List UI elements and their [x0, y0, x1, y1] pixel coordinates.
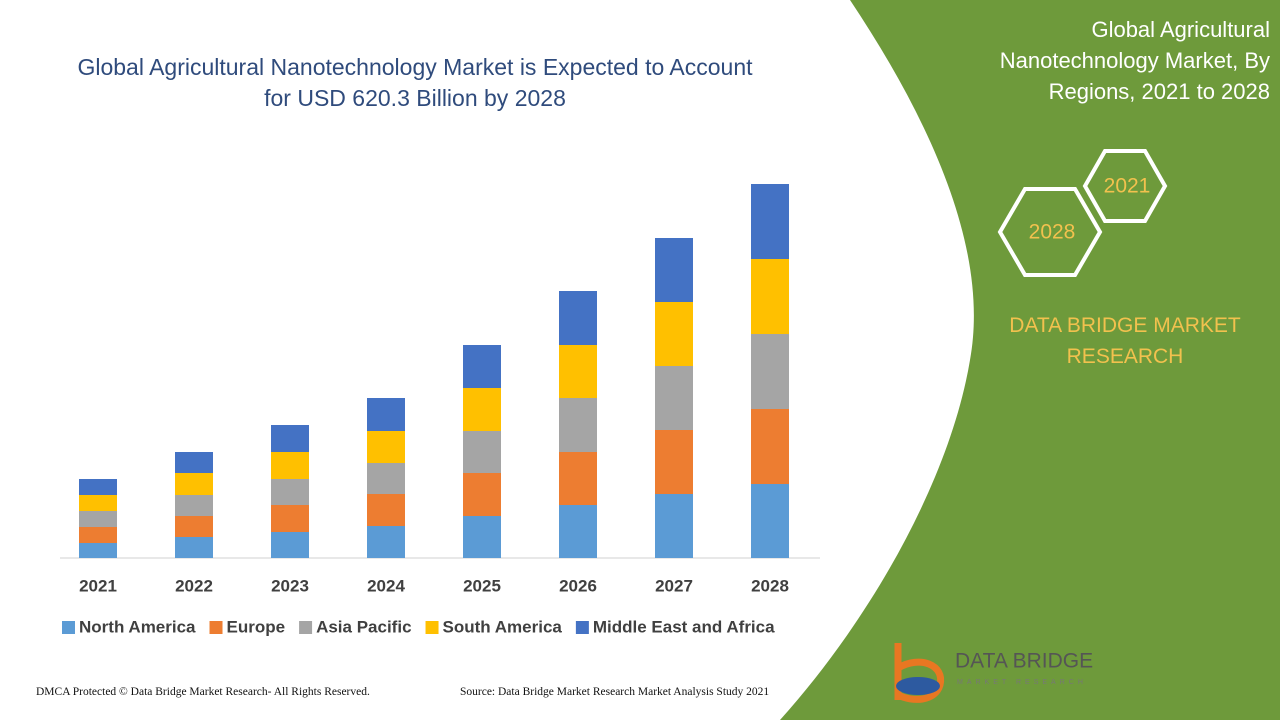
side-panel-bg	[780, 0, 1280, 720]
x-tick-label: 2023	[271, 576, 309, 595]
bar-segment	[751, 259, 789, 334]
x-tick-label: 2024	[367, 576, 405, 595]
bar-segment	[655, 430, 693, 494]
x-tick-label: 2027	[655, 576, 693, 595]
hexagon	[1082, 149, 1168, 223]
chart-title: Global Agricultural Nanotechnology Marke…	[77, 54, 753, 111]
bar-segment	[655, 366, 693, 430]
legend-swatch	[299, 621, 313, 634]
bar-segment	[79, 527, 117, 543]
logo-name: DATA BRIDGE	[955, 650, 1093, 673]
x-tick-label: 2022	[175, 576, 213, 595]
bar-segment	[175, 537, 213, 558]
bar-segment	[559, 505, 597, 558]
brand: DATA BRIDGE MARKET RESEARCH	[1009, 314, 1241, 368]
bar-segment	[751, 184, 789, 259]
x-tick-label: 2026	[559, 576, 597, 595]
hex-label: 2028	[1029, 221, 1076, 244]
logo-tagline: MARKET RESEARCH	[957, 679, 1087, 686]
bar-segment	[751, 409, 789, 484]
bar-segment	[271, 479, 309, 505]
bar-segment	[79, 479, 117, 495]
bar-segment	[79, 543, 117, 558]
bar-segment	[79, 495, 117, 511]
legend-swatch	[62, 621, 75, 634]
bar-segment	[175, 473, 213, 495]
legend-label: North America	[79, 617, 196, 636]
panel-title: Global Agricultural Nanotechnology Marke…	[999, 17, 1270, 104]
footer-right: Source: Data Bridge Market Research Mark…	[460, 686, 770, 698]
bar-segment	[463, 516, 501, 558]
bar-segment	[559, 345, 597, 398]
bar-segment	[271, 532, 309, 558]
legend-label: Asia Pacific	[316, 617, 411, 636]
bar-segment	[751, 334, 789, 409]
legend-label: Europe	[227, 617, 286, 636]
bar-segment	[463, 431, 501, 473]
hexagon	[997, 187, 1103, 277]
bar-segment	[559, 398, 597, 452]
bar-segment	[751, 484, 789, 558]
x-tick-label: 2028	[751, 576, 789, 595]
bar-segment	[271, 425, 309, 452]
bar-segment	[463, 345, 501, 388]
bar-segment	[655, 302, 693, 366]
bar-segment	[175, 452, 213, 473]
hex-label: 2021	[1104, 175, 1151, 198]
bar-segment	[367, 463, 405, 494]
bar-segment	[175, 495, 213, 516]
bar-segment	[559, 452, 597, 505]
bar-segment	[271, 452, 309, 479]
bar-segment	[367, 494, 405, 526]
bar-segment	[79, 511, 117, 527]
legend-label: Middle East and Africa	[593, 617, 775, 636]
bar-segment	[367, 398, 405, 431]
logo-mark	[894, 643, 945, 703]
bar-segment	[559, 291, 597, 345]
bar-segment	[463, 473, 501, 516]
x-tick-label: 2025	[463, 576, 501, 595]
bar-segment	[463, 388, 501, 431]
legend-swatch	[425, 621, 439, 634]
bar-segment	[367, 431, 405, 463]
legend-label: South America	[443, 617, 563, 636]
bar-segment	[655, 238, 693, 302]
logo-mark	[896, 677, 940, 695]
bar-segment	[175, 516, 213, 537]
x-tick-label: 2021	[79, 576, 117, 595]
footer-left: DMCA Protected © Data Bridge Market Rese…	[36, 686, 370, 698]
bar-segment	[367, 526, 405, 558]
bar-segment	[271, 505, 309, 532]
bar-segment	[655, 494, 693, 558]
legend-swatch	[575, 621, 589, 634]
legend-swatch	[209, 621, 223, 634]
